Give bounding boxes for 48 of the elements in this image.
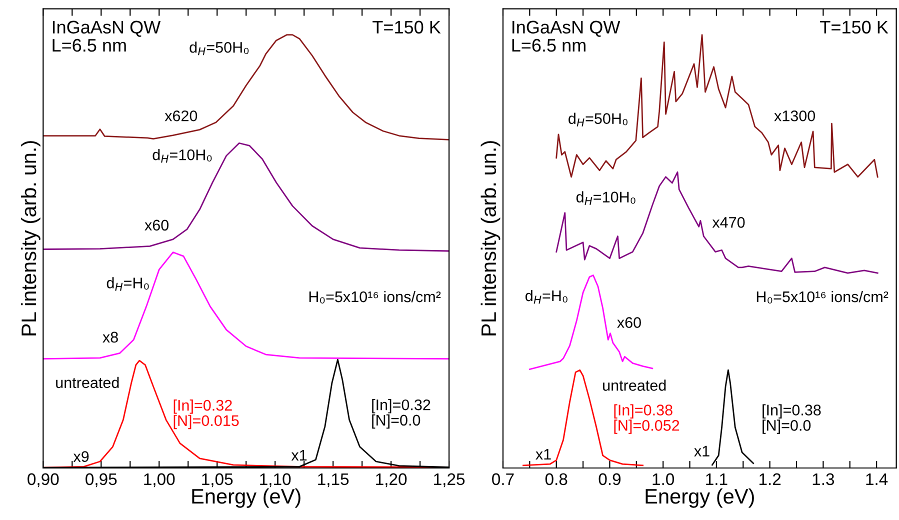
annotation: d$_{H}$=H₀	[106, 277, 149, 291]
x-tick-label: 0.8	[545, 473, 568, 486]
x-tick-label: 0,95	[86, 473, 117, 488]
annotation: d$_{H}$=50H₀	[190, 42, 249, 56]
y-axis-title: PL intensity (arb. un.)	[20, 141, 40, 336]
annotation: x60	[617, 317, 641, 328]
series-label: [In]=0.32 [N]=0.0	[372, 399, 430, 429]
x-tick-label: 0.7	[492, 473, 514, 486]
x-tick-label: 1.3	[812, 473, 834, 486]
x-tick-label: 1.4	[866, 473, 888, 485]
text: T=150 K	[820, 20, 888, 34]
annotation: x470	[712, 217, 745, 228]
x-tick-label: 1.2	[760, 473, 781, 485]
annotation: InGaAsN QW L=6.5 nm	[52, 20, 161, 52]
x-tick-label: 1,25	[434, 473, 465, 488]
x-axis-title: Energy (eV)	[646, 488, 754, 508]
x-tick-label: 0.9	[598, 473, 621, 486]
series-label: [In]=0.38 [N]=0.0	[762, 404, 821, 434]
x-tick-label: 1,10	[260, 473, 291, 488]
series-label: [In]=0.32 [N]=0.015	[174, 399, 239, 430]
annotation: x8	[102, 332, 118, 343]
x-tick-label: 1,05	[202, 473, 233, 488]
annotation: x1	[291, 450, 307, 460]
annotation: d$_{H}$=10H₀	[576, 191, 636, 205]
annotation: x1	[536, 449, 551, 460]
annotation: untreated	[603, 380, 666, 391]
annotation: H₀=5x10¹⁶ ions/cm²	[756, 290, 888, 304]
y-axis-title: PL intensity (arb. un.)	[480, 141, 500, 336]
annotation: d$_{H}$=H₀	[526, 290, 568, 304]
annotation: x9	[73, 451, 89, 462]
series-label: [In]=0.38 [N]=0.052	[614, 404, 680, 434]
text: T=150 K	[372, 20, 441, 34]
annotation: x620	[164, 110, 198, 122]
annotation: H₀=5x10¹⁶ ions/cm²	[309, 290, 441, 304]
x-tick-label: 1,00	[144, 473, 175, 488]
x-axis-title: Energy (eV)	[192, 488, 300, 508]
annotation: x60	[144, 220, 169, 231]
annotation: d$_{H}$=10H₀	[152, 149, 212, 163]
annotation: InGaAsN QW L=6.5 nm	[512, 20, 620, 52]
x-tick-label: 1,15	[318, 473, 349, 488]
annotation: untreated	[56, 376, 119, 388]
x-tick-label: 1.1	[706, 473, 728, 485]
annotation: x1300	[774, 110, 816, 122]
x-tick-label: 1.0	[652, 473, 674, 486]
x-tick-label: 0,90	[28, 473, 59, 488]
annotation: d$_{H}$=50H₀	[568, 112, 628, 126]
annotation: x1	[694, 446, 710, 456]
x-tick-label: 1,20	[376, 473, 407, 488]
